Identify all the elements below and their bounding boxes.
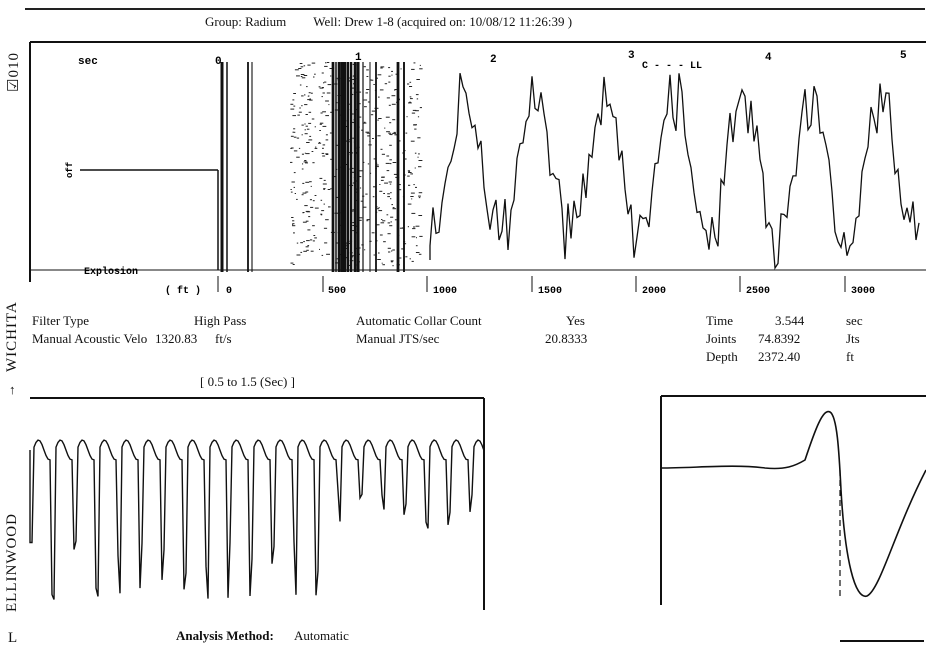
- time-readout-label: Time: [706, 313, 733, 328]
- analysis-label: Analysis Method:: [176, 628, 274, 643]
- depth-tick: 1000: [433, 286, 457, 297]
- zoom-trace: [29, 439, 485, 600]
- depth-tick: 0: [226, 286, 232, 297]
- depth-tick: 2500: [746, 286, 770, 297]
- dense-bars: [247, 62, 405, 272]
- time-tick: 1: [355, 52, 362, 64]
- time-tick: 5: [900, 50, 907, 62]
- time-tick: 3: [628, 50, 635, 62]
- velocity-unit: ft/s: [215, 331, 232, 346]
- analysis-value[interactable]: Automatic: [294, 628, 349, 643]
- time-tick: 0: [215, 56, 222, 68]
- joints-readout-unit: Jts: [846, 331, 860, 346]
- depth-readout-unit: ft: [846, 349, 854, 364]
- side-label-bottom: L: [8, 630, 18, 646]
- depth-tick: 2000: [642, 286, 666, 297]
- collar-trace: [660, 410, 926, 597]
- velocity-value: 1320.83: [155, 331, 198, 346]
- time-readout-unit: sec: [846, 313, 863, 328]
- depth-readout-value: 2372.40: [758, 349, 801, 364]
- collar-panel[interactable]: [655, 390, 926, 610]
- top-rule: [25, 8, 925, 10]
- filter-type-label: Filter Type: [32, 313, 89, 328]
- explosion-label: Explosion: [84, 266, 138, 278]
- filter-type-value: High Pass: [194, 313, 247, 328]
- depth-readout-label: Depth: [706, 349, 738, 364]
- collar-count-label: Automatic Collar Count: [356, 313, 482, 328]
- header: Group: Radium Well: Drew 1-8 (acquired o…: [205, 14, 596, 30]
- depth-tick: 500: [328, 286, 346, 297]
- bottom-rule: [840, 640, 924, 642]
- well-label: Well: Drew 1-8 (acquired on: 10/08/12 11…: [313, 14, 573, 29]
- depth-axis: ( ft ) 0 500 1000 1500 2000 2500 3000: [165, 276, 875, 297]
- time-unit-label: sec: [78, 56, 98, 68]
- zoom-waveform-panel[interactable]: [0, 390, 500, 620]
- collar-count-value: Yes: [566, 313, 585, 328]
- time-tick: 2: [490, 54, 497, 66]
- depth-unit: ( ft ): [165, 285, 201, 297]
- group-label: Group: Radium: [205, 14, 287, 29]
- zoom-range-label: [ 0.5 to 1.5 (Sec) ]: [200, 374, 295, 389]
- side-label-wichita: WICHITA: [4, 301, 20, 372]
- top-waveform-panel[interactable]: sec 0 1 2 3 4 5 C - - - LL Explosion off…: [0, 0, 926, 300]
- depth-tick: 3000: [851, 286, 875, 297]
- depth-tick: 1500: [538, 286, 562, 297]
- velocity-label: Manual Acoustic Velo: [32, 331, 148, 346]
- joints-readout-label: Joints: [706, 331, 737, 346]
- jts-value: 20.8333: [545, 331, 588, 346]
- jts-label: Manual JTS/sec: [356, 331, 440, 346]
- side-arrow: ↑: [9, 382, 16, 397]
- y-mark: off: [65, 162, 75, 178]
- noise-block: [290, 62, 423, 267]
- acoustic-trace: [429, 73, 920, 270]
- joints-readout-value: 74.8392: [758, 331, 801, 346]
- time-readout-value: 3.544: [775, 313, 805, 328]
- marker-label: C - - - LL: [642, 61, 702, 72]
- time-tick: 4: [765, 52, 772, 64]
